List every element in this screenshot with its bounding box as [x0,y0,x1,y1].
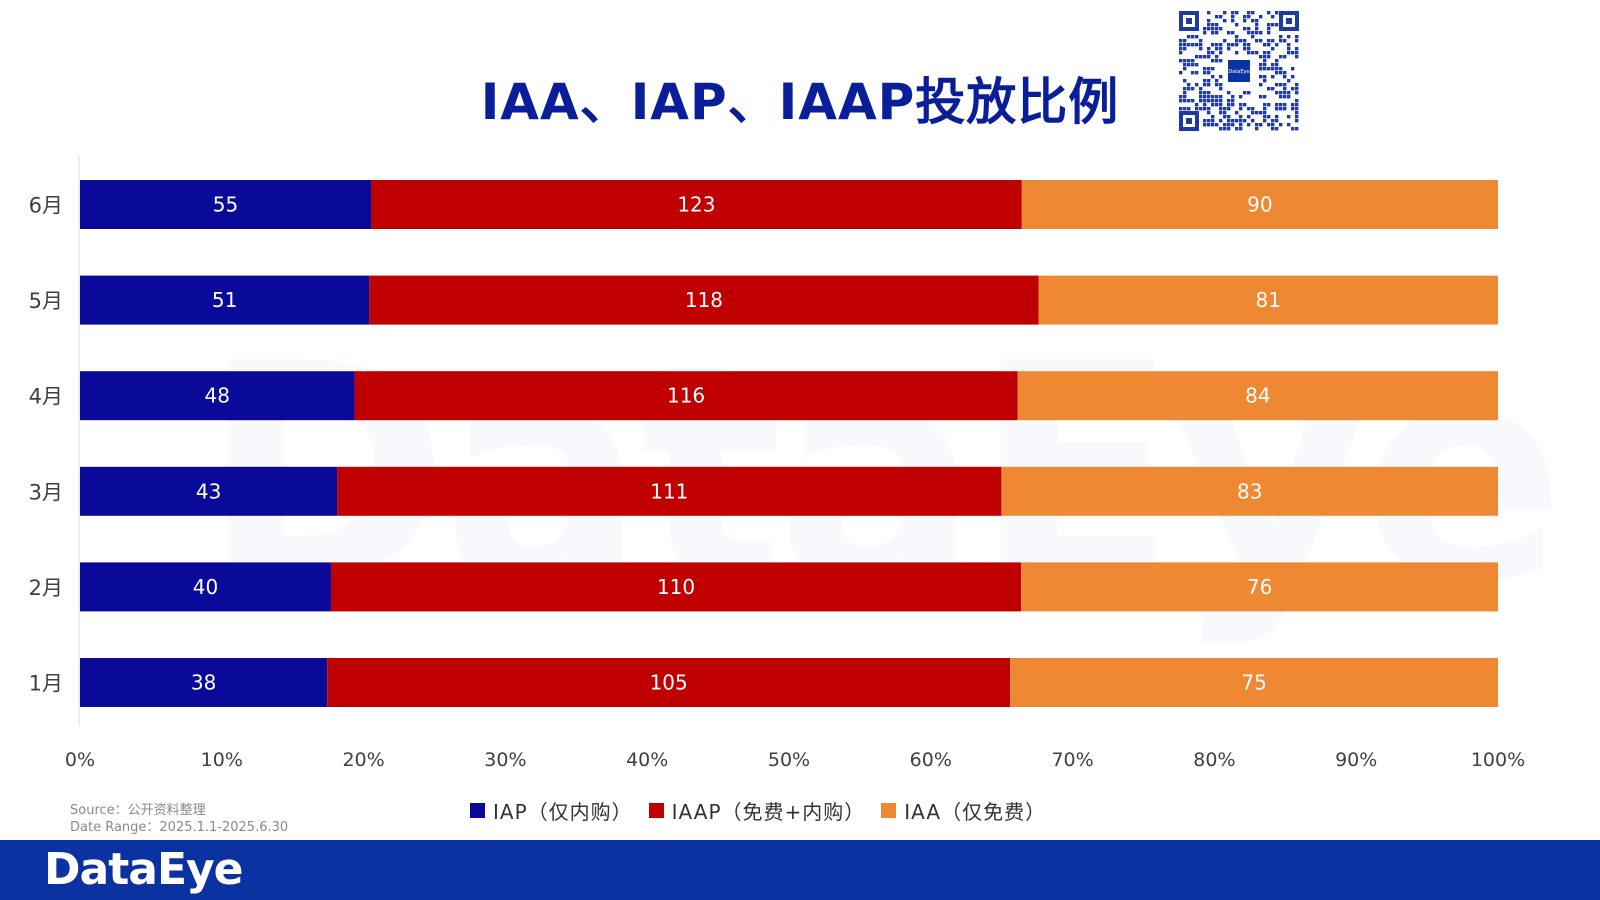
bar-iap-3 [80,371,355,421]
footer-logo: DataEye [44,844,244,895]
x-tick-label: 30% [484,749,526,771]
data-label-iap-3: 48 [204,384,229,408]
data-label-iaap-3: 116 [667,384,705,408]
data-label-iap-5: 40 [193,575,218,599]
x-tick-label: 60% [910,749,952,771]
y-tick-label: 5月 [29,289,63,313]
bar-iaa-5 [1021,562,1498,612]
bar-iaap-1 [371,180,1022,229]
bar-iaa-1 [1021,180,1498,229]
data-label-iaa-1: 90 [1247,193,1272,217]
data-label-iap-1: 55 [213,193,238,217]
data-label-iaap-4: 111 [650,479,688,503]
y-tick-label: 3月 [29,480,63,504]
data-label-iaa-6: 75 [1241,671,1266,695]
bar-iap-2 [80,275,370,325]
bar-iap-5 [80,562,331,612]
bar-iaa-2 [1038,275,1498,325]
legend-label-iaa: IAA（仅免费） [904,800,1047,824]
stacked-bar-chart: 55 123 90 51 118 81 48 116 84 43 111 83 40 110 76 38 105… [29,155,1525,771]
y-tick-label: 1月 [29,672,63,696]
date-range-text: Date Range：2025.1.1-2025.6.30 [70,820,289,835]
legend-swatch-iap [470,803,485,818]
chart-legend: IAP（仅内购） IAAP（免费+内购） IAA（仅免费） [470,796,1062,825]
legend-swatch-iaa [881,803,897,818]
bar-iaap-2 [369,275,1039,325]
x-tick-label: 40% [626,749,668,771]
data-label-iap-4: 43 [196,479,221,503]
chart-title: IAA、IAP、IAAP投放比例 [480,73,1120,131]
x-tick-label: 100% [1471,749,1525,771]
bar-iaa-4 [1001,466,1498,516]
data-label-iaap-5: 110 [657,575,695,599]
qr-code-icon: DataEye [1178,10,1300,132]
y-tick-label: 6月 [29,194,63,218]
y-tick-label: 4月 [29,385,63,409]
bar-iaap-3 [354,371,1018,421]
bar-iaa-3 [1017,371,1498,421]
qr-logo-text: DataEye [1228,69,1249,75]
bar-iaap-6 [327,658,1011,707]
data-label-iaa-5: 76 [1247,575,1272,599]
data-label-iaap-6: 105 [650,671,688,695]
source-text: Source：公开资料整理 [70,803,206,818]
data-label-iaap-1: 123 [677,193,715,217]
footer-bar: DataEye [0,840,1600,900]
x-tick-label: 50% [768,749,810,771]
legend-item-iaa: IAA（仅免费） [881,796,1046,825]
legend-label-iaap: IAAP（免费+内购） [671,800,866,824]
bar-iap-6 [80,658,328,707]
data-label-iap-2: 51 [212,288,237,312]
bar-iaap-5 [330,562,1022,612]
x-tick-label: 90% [1335,749,1377,771]
x-tick-label: 80% [1193,749,1235,771]
x-tick-label: 10% [201,749,243,771]
legend-item-iap: IAP（仅内购） [470,796,633,825]
data-label-iap-6: 38 [191,671,216,695]
data-label-iaa-3: 84 [1245,384,1270,408]
bar-iap-4 [80,466,338,516]
source-notes: Source：公开资料整理 Date Range：2025.1.1-2025.6… [70,802,288,836]
legend-swatch-iaap [648,803,664,818]
bar-iaap-4 [337,466,1002,516]
legend-item-iaap: IAAP（免费+内购） [648,796,866,825]
x-tick-label: 0% [65,749,95,771]
x-tick-label: 70% [1051,749,1093,771]
data-label-iaa-4: 83 [1237,479,1262,503]
data-label-iaap-2: 118 [685,288,723,312]
bar-iap-1 [80,180,372,229]
x-tick-label: 20% [342,749,384,771]
legend-label-iap: IAP（仅内购） [493,800,633,824]
bar-iaa-6 [1010,658,1498,707]
y-tick-label: 2月 [29,576,63,600]
data-label-iaa-2: 81 [1256,288,1281,312]
